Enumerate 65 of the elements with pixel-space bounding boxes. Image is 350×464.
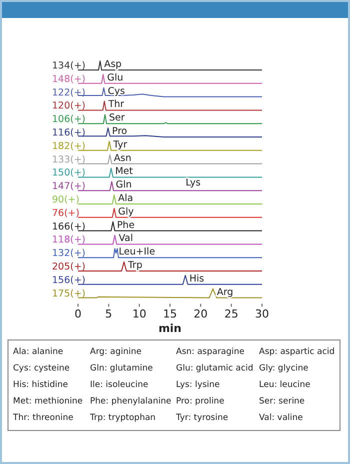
series-label: Val	[118, 233, 134, 244]
text: His: histidine	[13, 380, 68, 390]
series-label: Cys	[108, 86, 126, 97]
annotation: Lys	[186, 178, 201, 189]
text: Cys: cysteine	[13, 364, 70, 374]
text: Tyr: tyrosine	[175, 413, 228, 423]
x-tick-label: 20	[194, 308, 208, 321]
series-label: Tyr	[112, 139, 128, 150]
text: Met: methionine	[13, 396, 83, 406]
text: Thr: threonine	[12, 413, 74, 423]
text: Leu: leucine	[259, 380, 310, 390]
series-label: Phe	[116, 220, 135, 231]
y-axis-title: 156(+)	[52, 274, 86, 286]
series-label: Trp	[127, 260, 142, 271]
y-axis-title: 148(+)	[52, 74, 86, 85]
series-label: Ala	[118, 193, 134, 204]
series-label: Leu+Ile	[118, 246, 156, 258]
y-axis-title: 90(+)	[52, 194, 80, 206]
text: Asp: aspartic acid	[259, 347, 335, 357]
text: Ile: isoleucine	[90, 380, 148, 390]
series-label: Thr	[107, 99, 124, 110]
text: Pro: proline	[176, 396, 224, 406]
x-tick-label: 25	[224, 308, 238, 321]
x-tick-label: 0	[74, 308, 82, 321]
y-axis-title: 175(+)	[52, 288, 86, 300]
text: Ala: alanine	[13, 347, 64, 357]
y-axis-title: 122(+)	[52, 87, 86, 98]
x-axis-title: min	[158, 322, 182, 335]
series-label: His	[189, 273, 204, 284]
y-axis-title: 132(+)	[52, 248, 86, 260]
text: Gln: glutamine	[90, 364, 153, 374]
y-axis-title: 76(+)	[52, 208, 80, 219]
x-tick-label: 10	[132, 308, 146, 321]
text: Phe: phenylalanine	[90, 396, 172, 406]
y-axis-title: 134(+)	[52, 60, 86, 72]
y-axis-title: 116(+)	[52, 128, 86, 138]
y-axis-title: 147(+)	[52, 181, 86, 192]
series-label: Pro	[112, 126, 128, 137]
y-axis-title: 118(+)	[52, 234, 86, 246]
text: Lys: lysine	[176, 380, 220, 390]
series-label: Asn	[114, 152, 132, 164]
series-label: Met	[115, 166, 134, 178]
series-label: Gln	[116, 180, 132, 191]
y-axis-title: 166(+)	[52, 221, 86, 232]
text: Asn: asparagine	[176, 347, 245, 357]
series-label: Ser	[108, 112, 125, 124]
text: Trp: tryptophan	[89, 413, 156, 423]
text: Gly: glycine	[259, 364, 308, 374]
series-label: Glu	[107, 72, 124, 84]
y-axis-title: 106(+)	[52, 114, 86, 126]
text: Glu: glutamic acid	[176, 364, 254, 374]
y-axis-title: 205(+)	[52, 262, 86, 272]
series-label: Arg	[216, 286, 234, 298]
y-axis-title: 120(+)	[52, 100, 86, 112]
text: Ser: serine	[259, 396, 305, 406]
x-tick-label: 5	[105, 308, 112, 321]
x-tick-label: 30	[255, 308, 269, 321]
y-axis-title: 150(+)	[52, 168, 86, 179]
x-tick-label: 15	[163, 308, 177, 321]
text: Arg: aginine	[90, 347, 142, 357]
text: Val: valine	[259, 413, 303, 423]
series-label: Asp	[104, 59, 122, 70]
y-axis-title: 133(+)	[52, 154, 86, 166]
series-label: Gly	[118, 206, 134, 218]
y-axis-title: 182(+)	[52, 140, 86, 152]
